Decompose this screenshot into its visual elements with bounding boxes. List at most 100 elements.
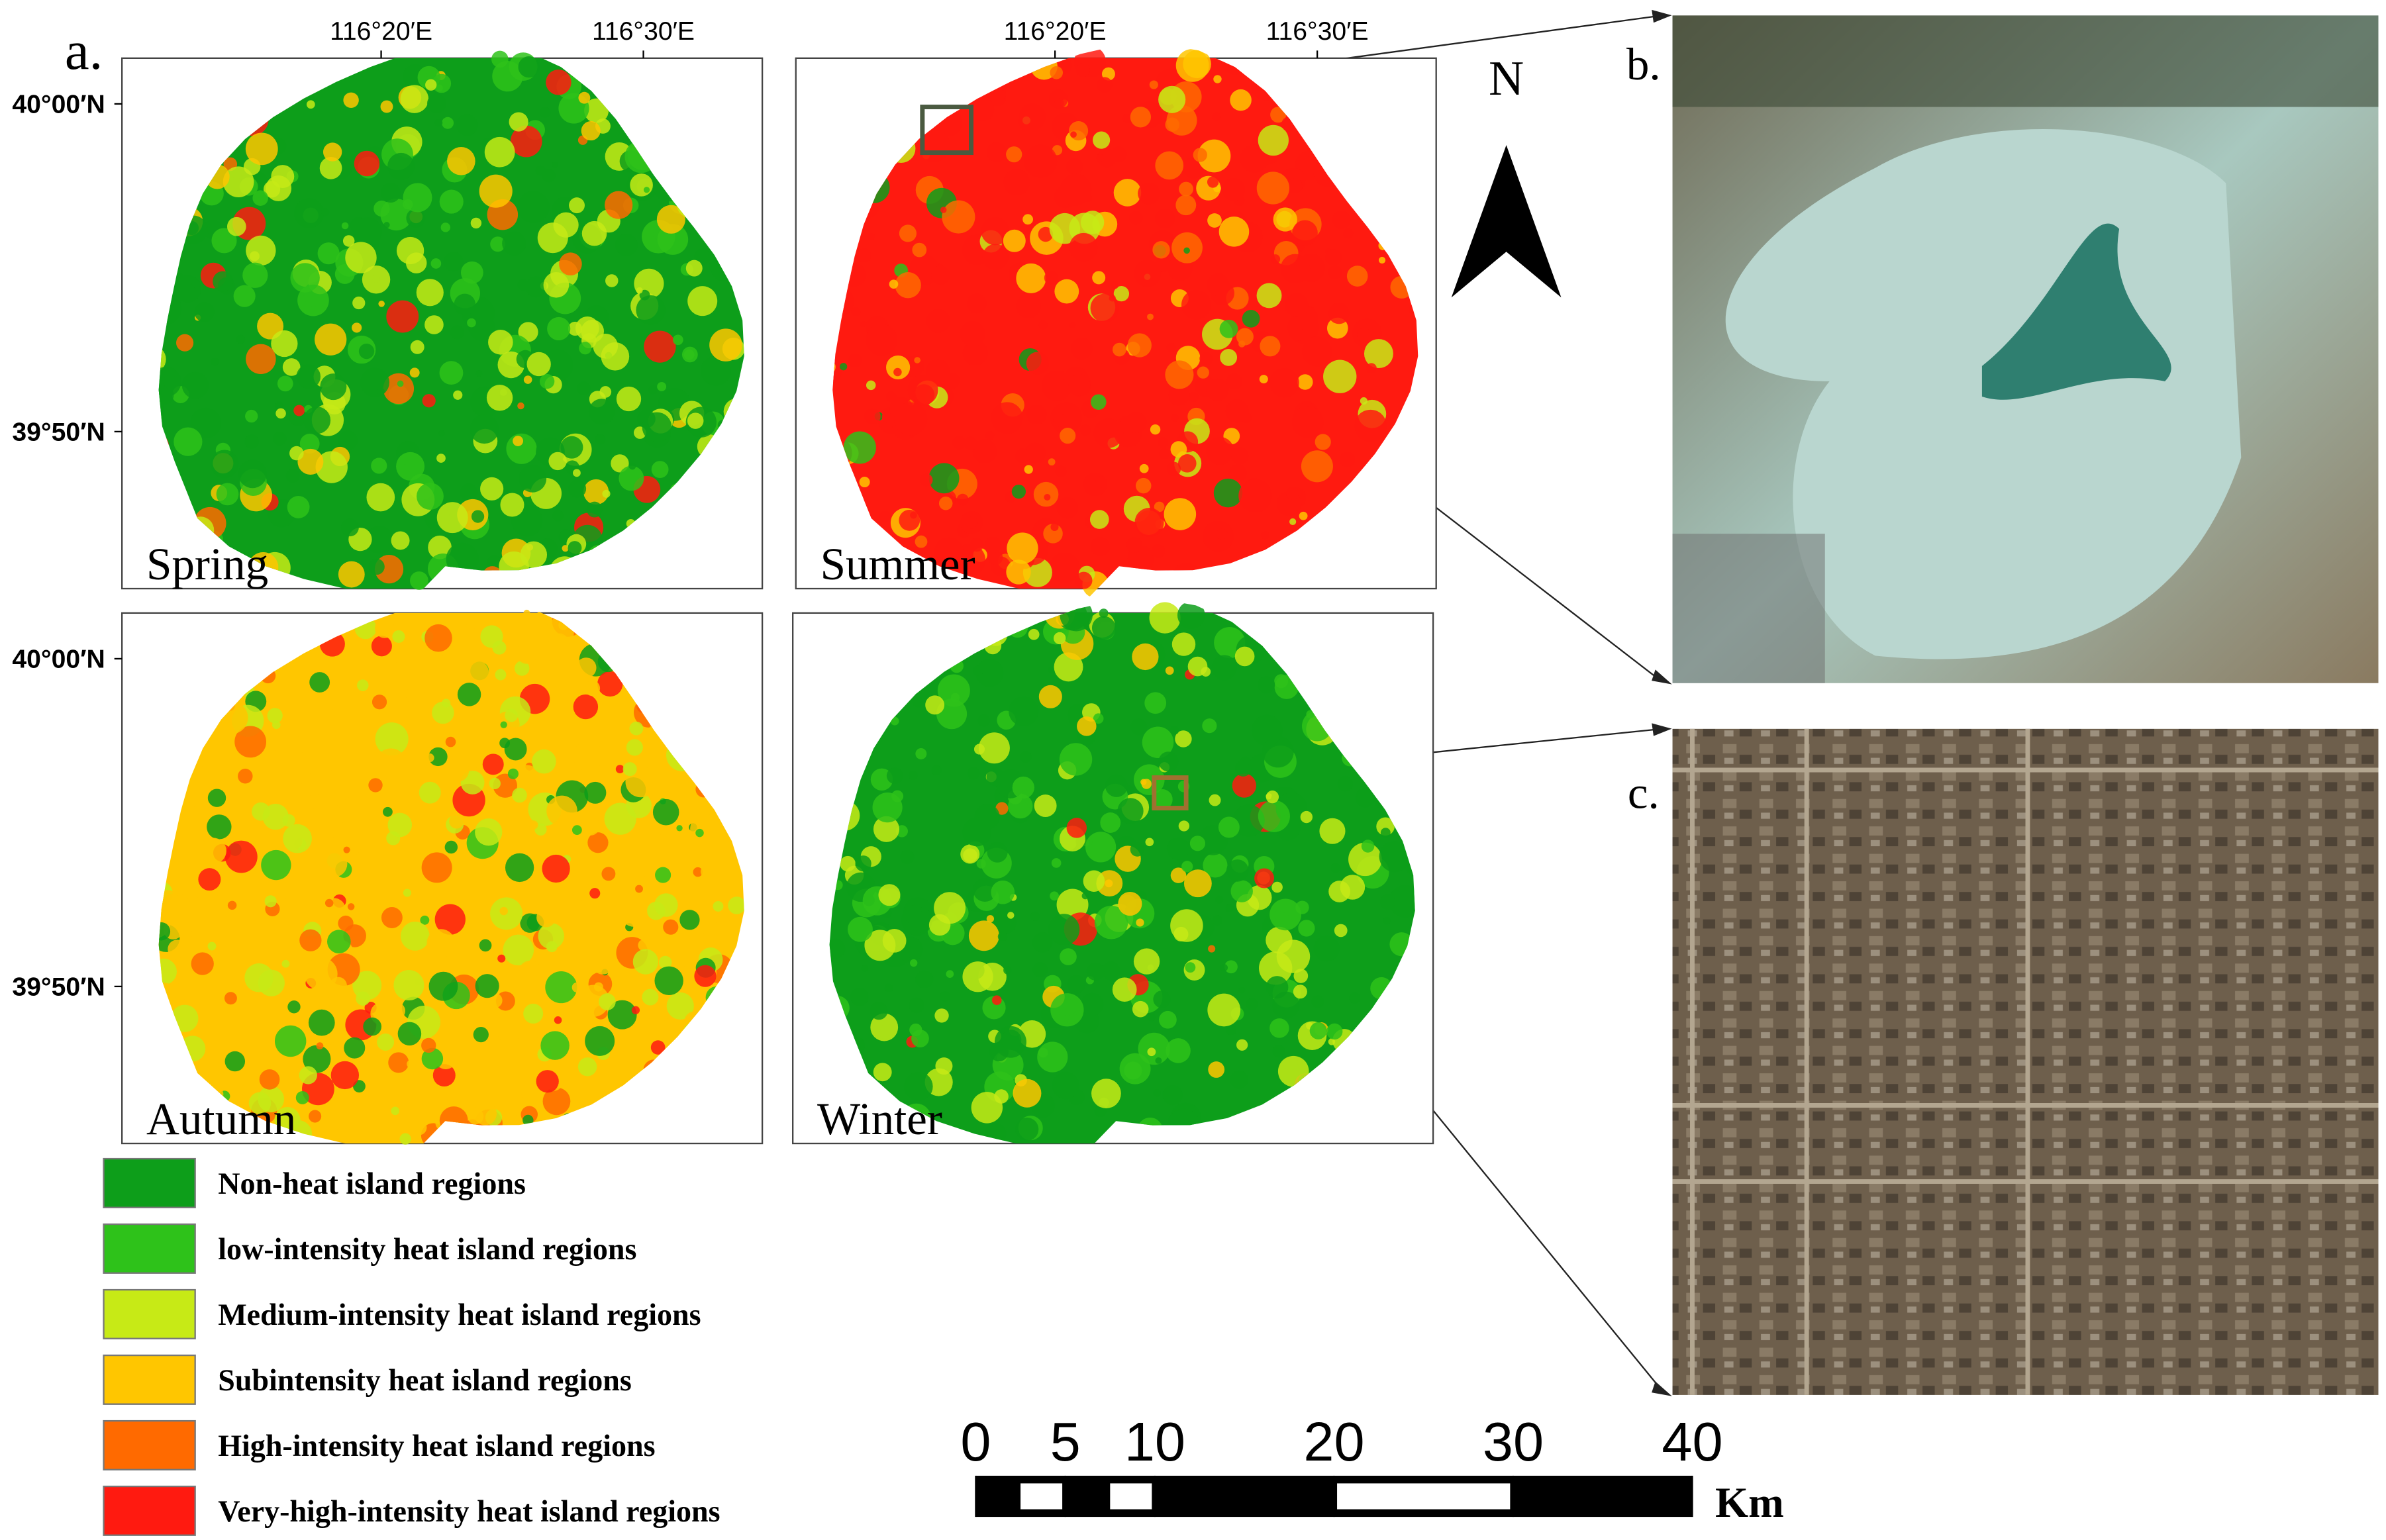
map-patch xyxy=(1260,531,1269,540)
map-patch xyxy=(1262,736,1294,768)
map-patch xyxy=(926,359,950,383)
map-patch xyxy=(1293,969,1309,983)
map-patch xyxy=(573,741,603,771)
map-patch xyxy=(966,293,987,314)
map-patch xyxy=(197,889,219,911)
map-patch xyxy=(400,85,429,113)
map-patch xyxy=(1355,787,1375,808)
map-patch xyxy=(1009,696,1039,726)
map-patch xyxy=(357,819,387,848)
map-patch xyxy=(568,479,587,498)
map-patch xyxy=(1069,322,1076,329)
map-patch xyxy=(261,849,291,881)
map-patch xyxy=(1070,131,1077,138)
map-patch xyxy=(1016,263,1046,293)
map-patch xyxy=(210,450,239,479)
panel-label: c. xyxy=(1628,767,1660,818)
map-patch xyxy=(1149,602,1181,634)
map-patch xyxy=(244,434,259,449)
map-patch xyxy=(586,501,603,518)
map-patch xyxy=(970,97,995,122)
map-patch xyxy=(1011,484,1026,499)
map-patch xyxy=(320,373,347,401)
map-patch xyxy=(915,970,934,988)
map-patch xyxy=(282,814,295,827)
map-patch xyxy=(336,655,350,670)
map-patch xyxy=(900,849,915,865)
map-patch xyxy=(1071,337,1093,360)
map-patch xyxy=(986,767,1005,787)
map-patch xyxy=(512,787,527,803)
map-patch xyxy=(584,98,609,123)
map-patch xyxy=(421,1047,444,1070)
map-patch xyxy=(539,107,551,118)
scale-tick-label: 5 xyxy=(1050,1411,1081,1472)
map-patch xyxy=(399,1133,411,1145)
map-patch xyxy=(1097,77,1113,93)
map-patch xyxy=(538,923,564,949)
map-patch xyxy=(546,795,577,827)
map-patch xyxy=(1060,428,1076,444)
map-patch xyxy=(1126,536,1142,553)
map-patch xyxy=(1152,789,1173,810)
map-patch xyxy=(676,825,683,832)
map-patch xyxy=(1232,773,1256,798)
map-patch xyxy=(436,454,446,463)
map-patch xyxy=(1090,536,1110,557)
map-patch xyxy=(487,555,502,570)
map-patch xyxy=(1159,1010,1177,1029)
map-patch xyxy=(913,384,935,406)
map-patch xyxy=(552,510,564,522)
map-patch xyxy=(207,814,232,840)
map-patch xyxy=(540,1031,570,1060)
map-patch xyxy=(236,334,246,344)
map-patch xyxy=(554,1016,562,1024)
map-patch xyxy=(857,248,872,263)
map-patch xyxy=(353,217,382,246)
map-patch xyxy=(1226,859,1249,882)
map-patch xyxy=(226,217,246,236)
map-patch xyxy=(426,93,446,113)
map-patch xyxy=(952,436,966,450)
map-patch xyxy=(1069,232,1098,262)
map-patch xyxy=(1105,774,1128,797)
map-patch xyxy=(1188,391,1199,403)
scale-segment xyxy=(1337,1483,1511,1510)
map-patch xyxy=(1132,1000,1149,1018)
map-patch xyxy=(1326,1023,1343,1040)
map-patch xyxy=(1340,875,1366,900)
map-patch xyxy=(1300,810,1313,824)
map-patch xyxy=(377,1034,395,1051)
map-patch xyxy=(513,436,524,446)
north-label: N xyxy=(1489,51,1524,105)
map-patch xyxy=(224,1051,246,1072)
map-patch xyxy=(909,997,924,1014)
map-patch xyxy=(728,896,744,914)
map-patch xyxy=(1205,436,1234,465)
map-patch xyxy=(685,896,693,904)
legend-label: Non-heat island regions xyxy=(218,1167,526,1200)
map-patch xyxy=(713,900,724,912)
map-patch xyxy=(611,454,629,473)
map-patch xyxy=(605,191,633,219)
map-patch xyxy=(518,322,538,342)
longitude-label: 116°20′E xyxy=(330,17,432,46)
map-patch xyxy=(392,630,405,644)
map-patch xyxy=(701,930,719,949)
map-patch xyxy=(303,1045,331,1073)
satellite-c xyxy=(1672,728,2379,1395)
map-patch xyxy=(1354,409,1387,442)
map-patch xyxy=(599,386,612,398)
map-patch xyxy=(1162,1084,1183,1106)
map-patch xyxy=(1144,692,1167,714)
latitude-label: 39°50′N xyxy=(12,418,105,447)
map-patch xyxy=(1022,214,1033,225)
map-patch xyxy=(1026,404,1047,425)
map-patch xyxy=(618,1060,629,1071)
map-patch xyxy=(283,1077,293,1086)
map-patch xyxy=(371,457,387,474)
map-patch xyxy=(1271,881,1283,893)
map-patch xyxy=(985,536,1001,553)
map-patch xyxy=(342,235,355,247)
map-patch xyxy=(277,375,293,392)
